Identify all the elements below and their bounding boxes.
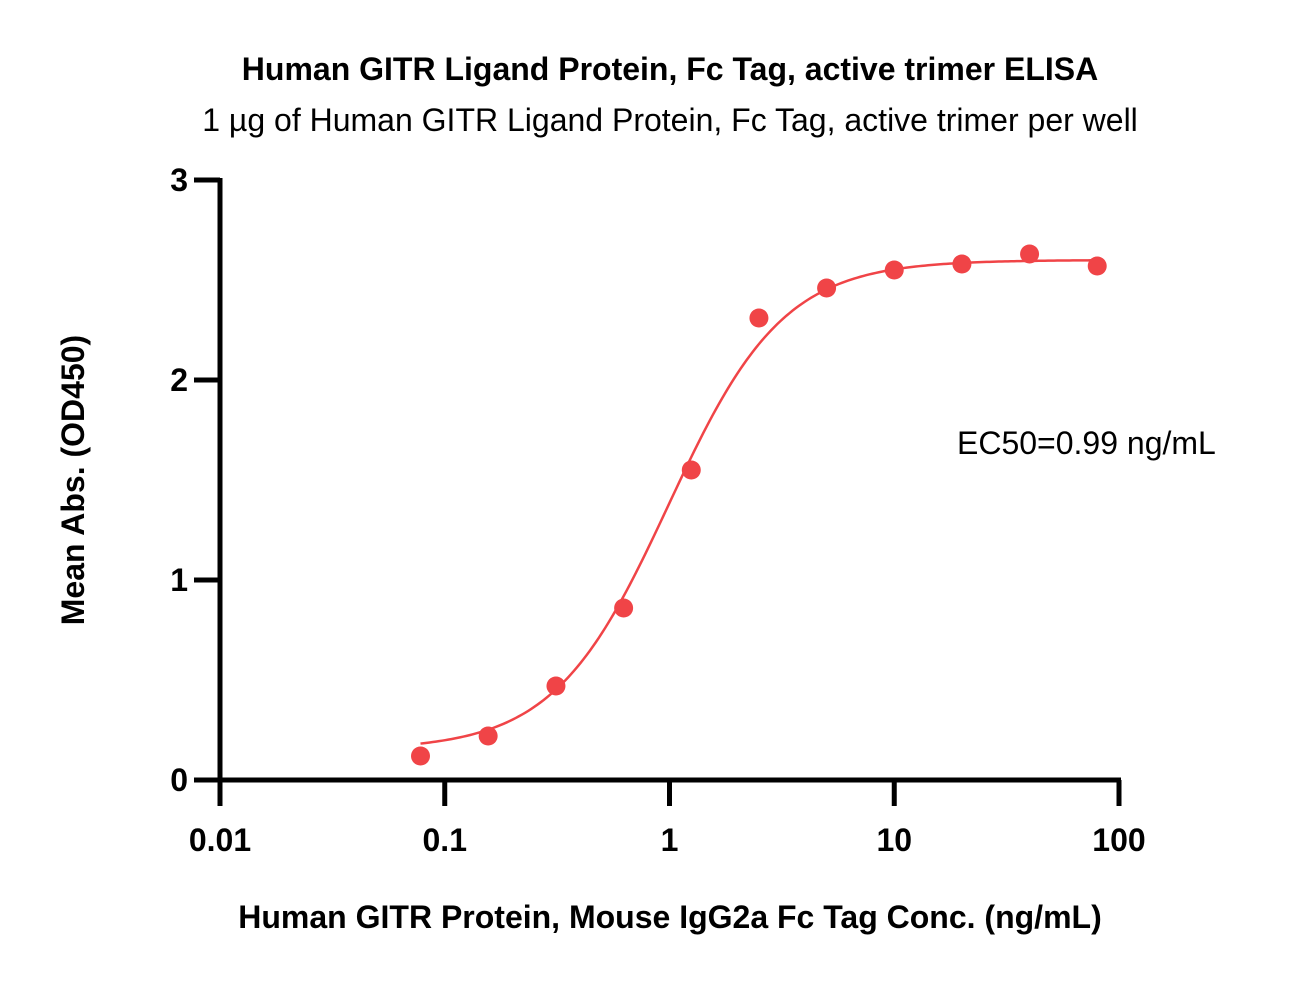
data-point [614, 598, 634, 618]
y-tick-label: 0 [170, 762, 188, 798]
y-tick-label: 1 [170, 562, 188, 598]
x-tick-label: 1 [661, 822, 679, 858]
data-points [410, 244, 1107, 766]
data-point [749, 308, 769, 328]
x-tick-label: 0.1 [423, 822, 467, 858]
x-ticks: 0.01 0.1 1 10 100 [189, 780, 1146, 858]
x-tick-label: 0.01 [189, 822, 251, 858]
y-tick-label: 3 [170, 162, 188, 198]
x-tick-label: 100 [1092, 822, 1145, 858]
data-point [478, 726, 498, 746]
ec50-annotation: EC50=0.99 ng/mL [957, 425, 1216, 461]
y-ticks: 0 1 2 3 [170, 162, 220, 798]
data-point [1020, 244, 1040, 264]
x-tick-label: 10 [876, 822, 912, 858]
data-point [952, 254, 972, 274]
data-point [546, 676, 566, 696]
data-point [410, 746, 430, 766]
fit-curve [420, 259, 1098, 745]
data-point [681, 460, 701, 480]
plot-area: 0 1 2 3 0.01 0.1 1 10 100 [170, 162, 1145, 858]
chart-title: Human GITR Ligand Protein, Fc Tag, activ… [242, 51, 1098, 87]
data-point [884, 260, 904, 280]
y-tick-label: 2 [170, 362, 188, 398]
x-axis-label: Human GITR Protein, Mouse IgG2a Fc Tag C… [238, 899, 1101, 935]
data-point [817, 278, 837, 298]
data-point [1087, 256, 1107, 276]
y-axis-label: Mean Abs. (OD450) [55, 335, 91, 625]
chart-subtitle: 1 µg of Human GITR Ligand Protein, Fc Ta… [202, 102, 1138, 138]
